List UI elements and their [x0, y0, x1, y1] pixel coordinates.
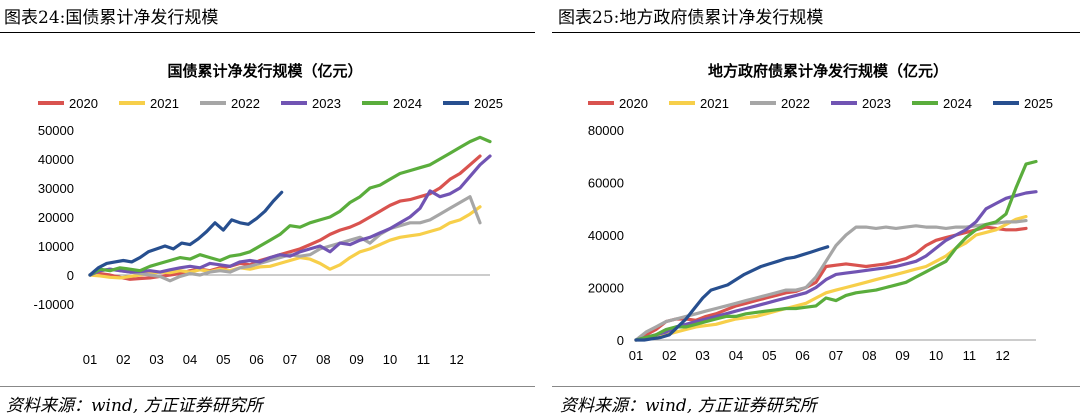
legend-label-2023: 2023	[312, 96, 341, 111]
x-tick-label: 09	[895, 348, 909, 363]
y-tick-label: 0	[617, 333, 624, 348]
source-note: 资料来源：wind, 方正证券研究所	[6, 396, 263, 416]
x-tick-label: 03	[695, 348, 709, 363]
x-tick-label: 11	[417, 352, 431, 367]
series-line-2025	[634, 245, 830, 342]
source-note: 资料来源：wind, 方正证券研究所	[560, 396, 817, 416]
x-tick-label: 03	[149, 352, 163, 367]
y-tick-label: 50000	[38, 123, 74, 138]
legend-label-2023: 2023	[862, 96, 891, 111]
x-tick-label: 08	[862, 348, 876, 363]
bottom-rule	[0, 386, 535, 387]
series-line-2024	[88, 135, 492, 277]
panel-difangzhai: 图表25:地方政府债累计净发行规模 地方政府债累计净发行规模（亿元） 2020 20…	[540, 0, 1080, 418]
x-tick-label: 02	[116, 352, 130, 367]
chart-difangzhai: 地方政府债累计净发行规模（亿元） 2020 2021 2022 2023 2024 2025…	[588, 62, 1053, 363]
x-tick-label: 05	[216, 352, 230, 367]
y-tick-label: 80000	[588, 123, 624, 138]
legend-label-2024: 2024	[393, 96, 422, 111]
y-tick-label: -10000	[34, 297, 74, 312]
y-tick-label: 0	[67, 268, 74, 283]
x-tick-label: 04	[729, 348, 743, 363]
y-tick-label: 40000	[588, 228, 624, 243]
x-tick-label: 10	[383, 352, 397, 367]
x-tick-label: 09	[349, 352, 363, 367]
x-tick-label: 10	[929, 348, 943, 363]
x-tick-label: 12	[449, 352, 463, 367]
series-line-2023	[634, 190, 1038, 342]
y-tick-label: 20000	[588, 281, 624, 296]
x-tick-label: 06	[795, 348, 809, 363]
series-line-2024	[634, 159, 1038, 342]
series-line-2021	[634, 215, 1028, 342]
x-tick-label: 07	[829, 348, 843, 363]
legend-label-2022: 2022	[231, 96, 260, 111]
x-tick-label: 01	[83, 352, 97, 367]
x-tick-label: 12	[995, 348, 1009, 363]
x-tick-label: 05	[762, 348, 776, 363]
legend-label-2020: 2020	[619, 96, 648, 111]
x-tick-label: 02	[662, 348, 676, 363]
bottom-rule	[552, 386, 1080, 387]
chart-title: 国债累计净发行规模（亿元）	[167, 62, 362, 80]
x-tick-label: 04	[183, 352, 197, 367]
x-tick-label: 06	[249, 352, 263, 367]
title-rule	[552, 32, 1080, 33]
legend-label-2021: 2021	[700, 96, 729, 111]
y-tick-label: 20000	[38, 210, 74, 225]
panel-guozhai: 图表24:国债累计净发行规模 国债累计净发行规模（亿元） 2020 2021 2022…	[0, 8, 535, 416]
figure-title: 图表24:国债累计净发行规模	[4, 8, 219, 28]
figure-title: 图表25:地方政府债累计净发行规模	[558, 8, 824, 28]
chart-title: 地方政府债累计净发行规模（亿元）	[708, 62, 948, 80]
series-line-2025	[88, 190, 284, 277]
legend-label-2024: 2024	[943, 96, 972, 111]
x-tick-label: 07	[283, 352, 297, 367]
legend-label-2025: 2025	[474, 96, 503, 111]
series-line-2022	[634, 219, 1028, 342]
legend-label-2021: 2021	[150, 96, 179, 111]
chart-guozhai: 国债累计净发行规模（亿元） 2020 2021 2022 2023 2024 2025 -10…	[34, 62, 503, 367]
legend-label-2025: 2025	[1024, 96, 1053, 111]
y-tick-label: 40000	[38, 152, 74, 167]
x-tick-label: 11	[963, 348, 977, 363]
x-tick-label: 01	[629, 348, 643, 363]
x-tick-label: 08	[316, 352, 330, 367]
title-rule	[0, 32, 535, 33]
legend-label-2022: 2022	[781, 96, 810, 111]
legend-label-2020: 2020	[69, 96, 98, 111]
y-tick-label: 30000	[38, 181, 74, 196]
y-tick-label: 10000	[38, 239, 74, 254]
y-tick-label: 60000	[588, 176, 624, 191]
series-line-2023	[88, 154, 492, 277]
